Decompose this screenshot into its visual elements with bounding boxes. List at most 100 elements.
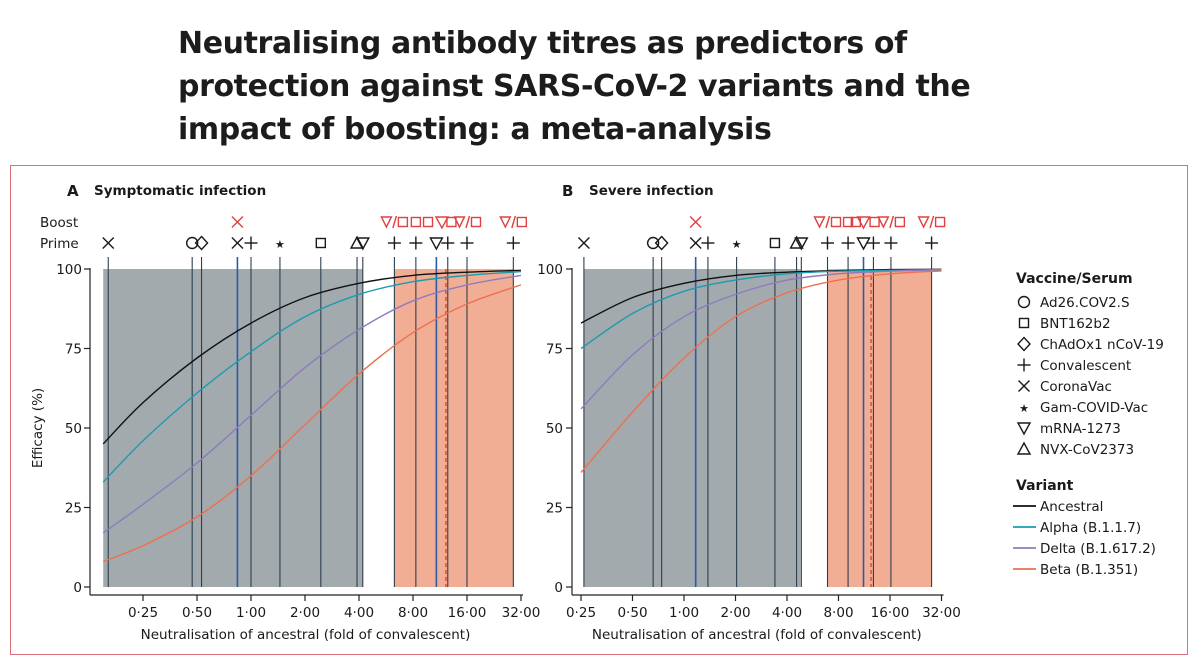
y-tick-label: 50 (65, 421, 82, 437)
y-tick-label: 25 (65, 501, 82, 517)
y-tick-label: 75 (65, 342, 82, 358)
series-line-beta (580, 270, 942, 473)
cross-marker (231, 237, 244, 249)
prime-row-label: Prime (40, 236, 79, 252)
x-tick-label: 4·00 (772, 605, 802, 621)
square-shape (934, 216, 946, 228)
cross-marker (231, 216, 244, 228)
triangle-down-shape (499, 216, 512, 229)
cross-stroke (231, 237, 244, 249)
legend: Vaccine/Serum Ad26.COV2.S BNT162b2 ChAdOx1 … (1013, 271, 1164, 578)
diamond-marker (654, 235, 669, 251)
cross-stroke (231, 216, 244, 228)
x-tick-label: 1·00 (236, 605, 266, 621)
cross-stroke (689, 216, 702, 228)
triangle-down-shape (429, 237, 444, 251)
series-line-alpha (102, 270, 522, 483)
triangle-down-shape (380, 216, 393, 229)
square-shape (830, 216, 842, 228)
y-tick-label: 50 (546, 421, 563, 437)
plus-icon (1017, 358, 1031, 372)
square-shape (315, 237, 327, 249)
square-icon (1018, 317, 1030, 329)
slash-stroke (511, 215, 517, 229)
variant-legend-label: Alpha (B.1.1.7) (1040, 520, 1141, 536)
square-shape (1018, 317, 1030, 329)
triangle-down-square-marker (499, 215, 528, 229)
star-glyph: ★ (732, 238, 742, 251)
square-shape (422, 216, 434, 228)
x-tick-label: 0·25 (566, 605, 596, 621)
triangle-down-shape (856, 237, 871, 251)
triangle-down-shape (877, 216, 890, 229)
star-glyph: ★ (1019, 402, 1029, 415)
variant-legend-label: Ancestral (1040, 499, 1103, 515)
diamond-shape (1017, 336, 1031, 352)
plus-marker (884, 236, 898, 250)
circle-marker (646, 236, 660, 250)
x-tick-label: 2·00 (290, 605, 320, 621)
plus-marker (387, 236, 401, 250)
cross-stroke (1018, 380, 1030, 392)
star-marker: ★ (275, 238, 285, 251)
panel-title: Symptomatic infection (94, 183, 266, 199)
cross-marker (689, 216, 702, 228)
cross-icon (1018, 380, 1030, 392)
y-tick-label: 25 (546, 501, 563, 517)
diamond-icon (1017, 336, 1031, 352)
plus-marker (460, 236, 474, 250)
square-shape (769, 237, 781, 249)
square-shape (516, 216, 528, 228)
triangle-up-shape (789, 235, 804, 249)
vaccine-legend-label: ChAdOx1 nCoV-19 (1040, 337, 1164, 353)
plus-marker (925, 236, 939, 250)
square-shape (894, 216, 906, 228)
vaccine-legend-label: CoronaVac (1040, 379, 1112, 395)
slash-stroke (929, 215, 935, 229)
prime-band (583, 269, 801, 587)
square-shape (470, 216, 482, 228)
square-shape (842, 216, 854, 228)
vaccine-legend-title: Vaccine/Serum (1016, 271, 1133, 287)
series-line-alpha (580, 268, 942, 350)
y-tick-label: 100 (537, 262, 563, 278)
x-tick-label: 0·50 (182, 605, 212, 621)
triangle-down-shape (917, 216, 930, 229)
vaccine-legend-label: NVX-CoV2373 (1040, 442, 1134, 458)
circle-icon (1017, 295, 1031, 309)
plus-marker (441, 236, 455, 250)
x-tick-label: 16·00 (871, 605, 910, 621)
series-line-beta (102, 284, 522, 563)
triangle-down-marker (794, 237, 809, 251)
triangle-down-marker (429, 237, 444, 251)
triangle-down-square-marker (813, 215, 842, 229)
circle-shape (646, 236, 660, 250)
series-line-ancestral (102, 269, 522, 445)
square-marker (769, 237, 781, 249)
y-axis-label: Efficacy (%) (30, 388, 46, 468)
plus-marker (866, 236, 880, 250)
triangle-down-square-marker (453, 215, 482, 229)
circle-shape (185, 236, 199, 250)
star-marker: ★ (732, 238, 742, 251)
vaccine-legend-label: Convalescent (1040, 358, 1131, 374)
vaccine-legend-label: Ad26.COV2.S (1040, 295, 1130, 311)
square-marker (842, 216, 854, 228)
triangle-down-marker (856, 216, 871, 230)
panel-letter: B (562, 182, 573, 200)
triangle-down-shape (355, 237, 370, 251)
plus-marker (244, 236, 258, 250)
x-tick-label: 32·00 (502, 605, 541, 621)
triangle-down-marker (856, 237, 871, 251)
cross-marker (689, 237, 702, 249)
chart-panel-a: A Symptomatic infection 0 25 50 75 100 0·25 0·50… (30, 182, 540, 643)
vaccine-legend-label: Gam-COVID-Vac (1040, 400, 1148, 416)
y-tick-label: 100 (56, 262, 82, 278)
triangle-down-square-marker (917, 215, 946, 229)
triangle-down-shape (813, 216, 826, 229)
variant-legend-label: Delta (B.1.617.2) (1040, 541, 1156, 557)
square-marker (869, 216, 880, 228)
star-icon: ★ (1019, 402, 1029, 415)
